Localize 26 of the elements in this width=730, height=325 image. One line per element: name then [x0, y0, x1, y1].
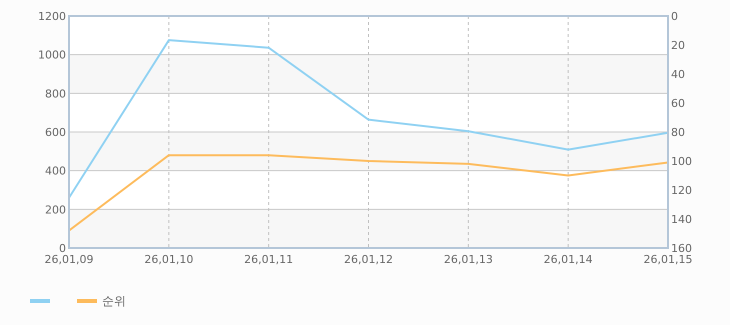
- x-tick-label: 26,01,09: [44, 253, 94, 266]
- line-series: [68, 39, 669, 199]
- x-tick-label: 26,01,13: [444, 253, 493, 266]
- y-tick-label: 400: [45, 164, 66, 178]
- y2-tick-label: 40: [671, 68, 685, 81]
- x-tick-label: 26,01,11: [244, 253, 294, 266]
- y-tick-label: 800: [45, 87, 66, 100]
- x-tick-label: 26,01,12: [344, 253, 393, 266]
- y2-tick-label: 60: [671, 97, 685, 110]
- y2-tick-label: 140: [671, 213, 692, 226]
- y2-tick-label: 100: [671, 155, 692, 168]
- y2-tick-label: 80: [671, 126, 685, 139]
- y-tick-label: 0: [59, 242, 66, 255]
- y-tick-label: 1000: [38, 48, 66, 62]
- y-tick-label: 600: [45, 126, 66, 139]
- x-tick-label: 26,01,10: [144, 253, 194, 266]
- y2-tick-label: 20: [671, 39, 685, 52]
- y2-tick-label: 0: [671, 10, 678, 23]
- line-series: [68, 154, 669, 232]
- legend-label: 순위: [102, 294, 126, 308]
- y-tick-label: 200: [45, 203, 66, 216]
- x-tick-label: 26,01,14: [544, 253, 593, 266]
- y-tick-label: 1200: [38, 10, 66, 23]
- x-tick-label: 26,01,15: [644, 253, 692, 266]
- y2-tick-label: 120: [671, 184, 692, 197]
- y2-tick-label: 160: [671, 242, 692, 255]
